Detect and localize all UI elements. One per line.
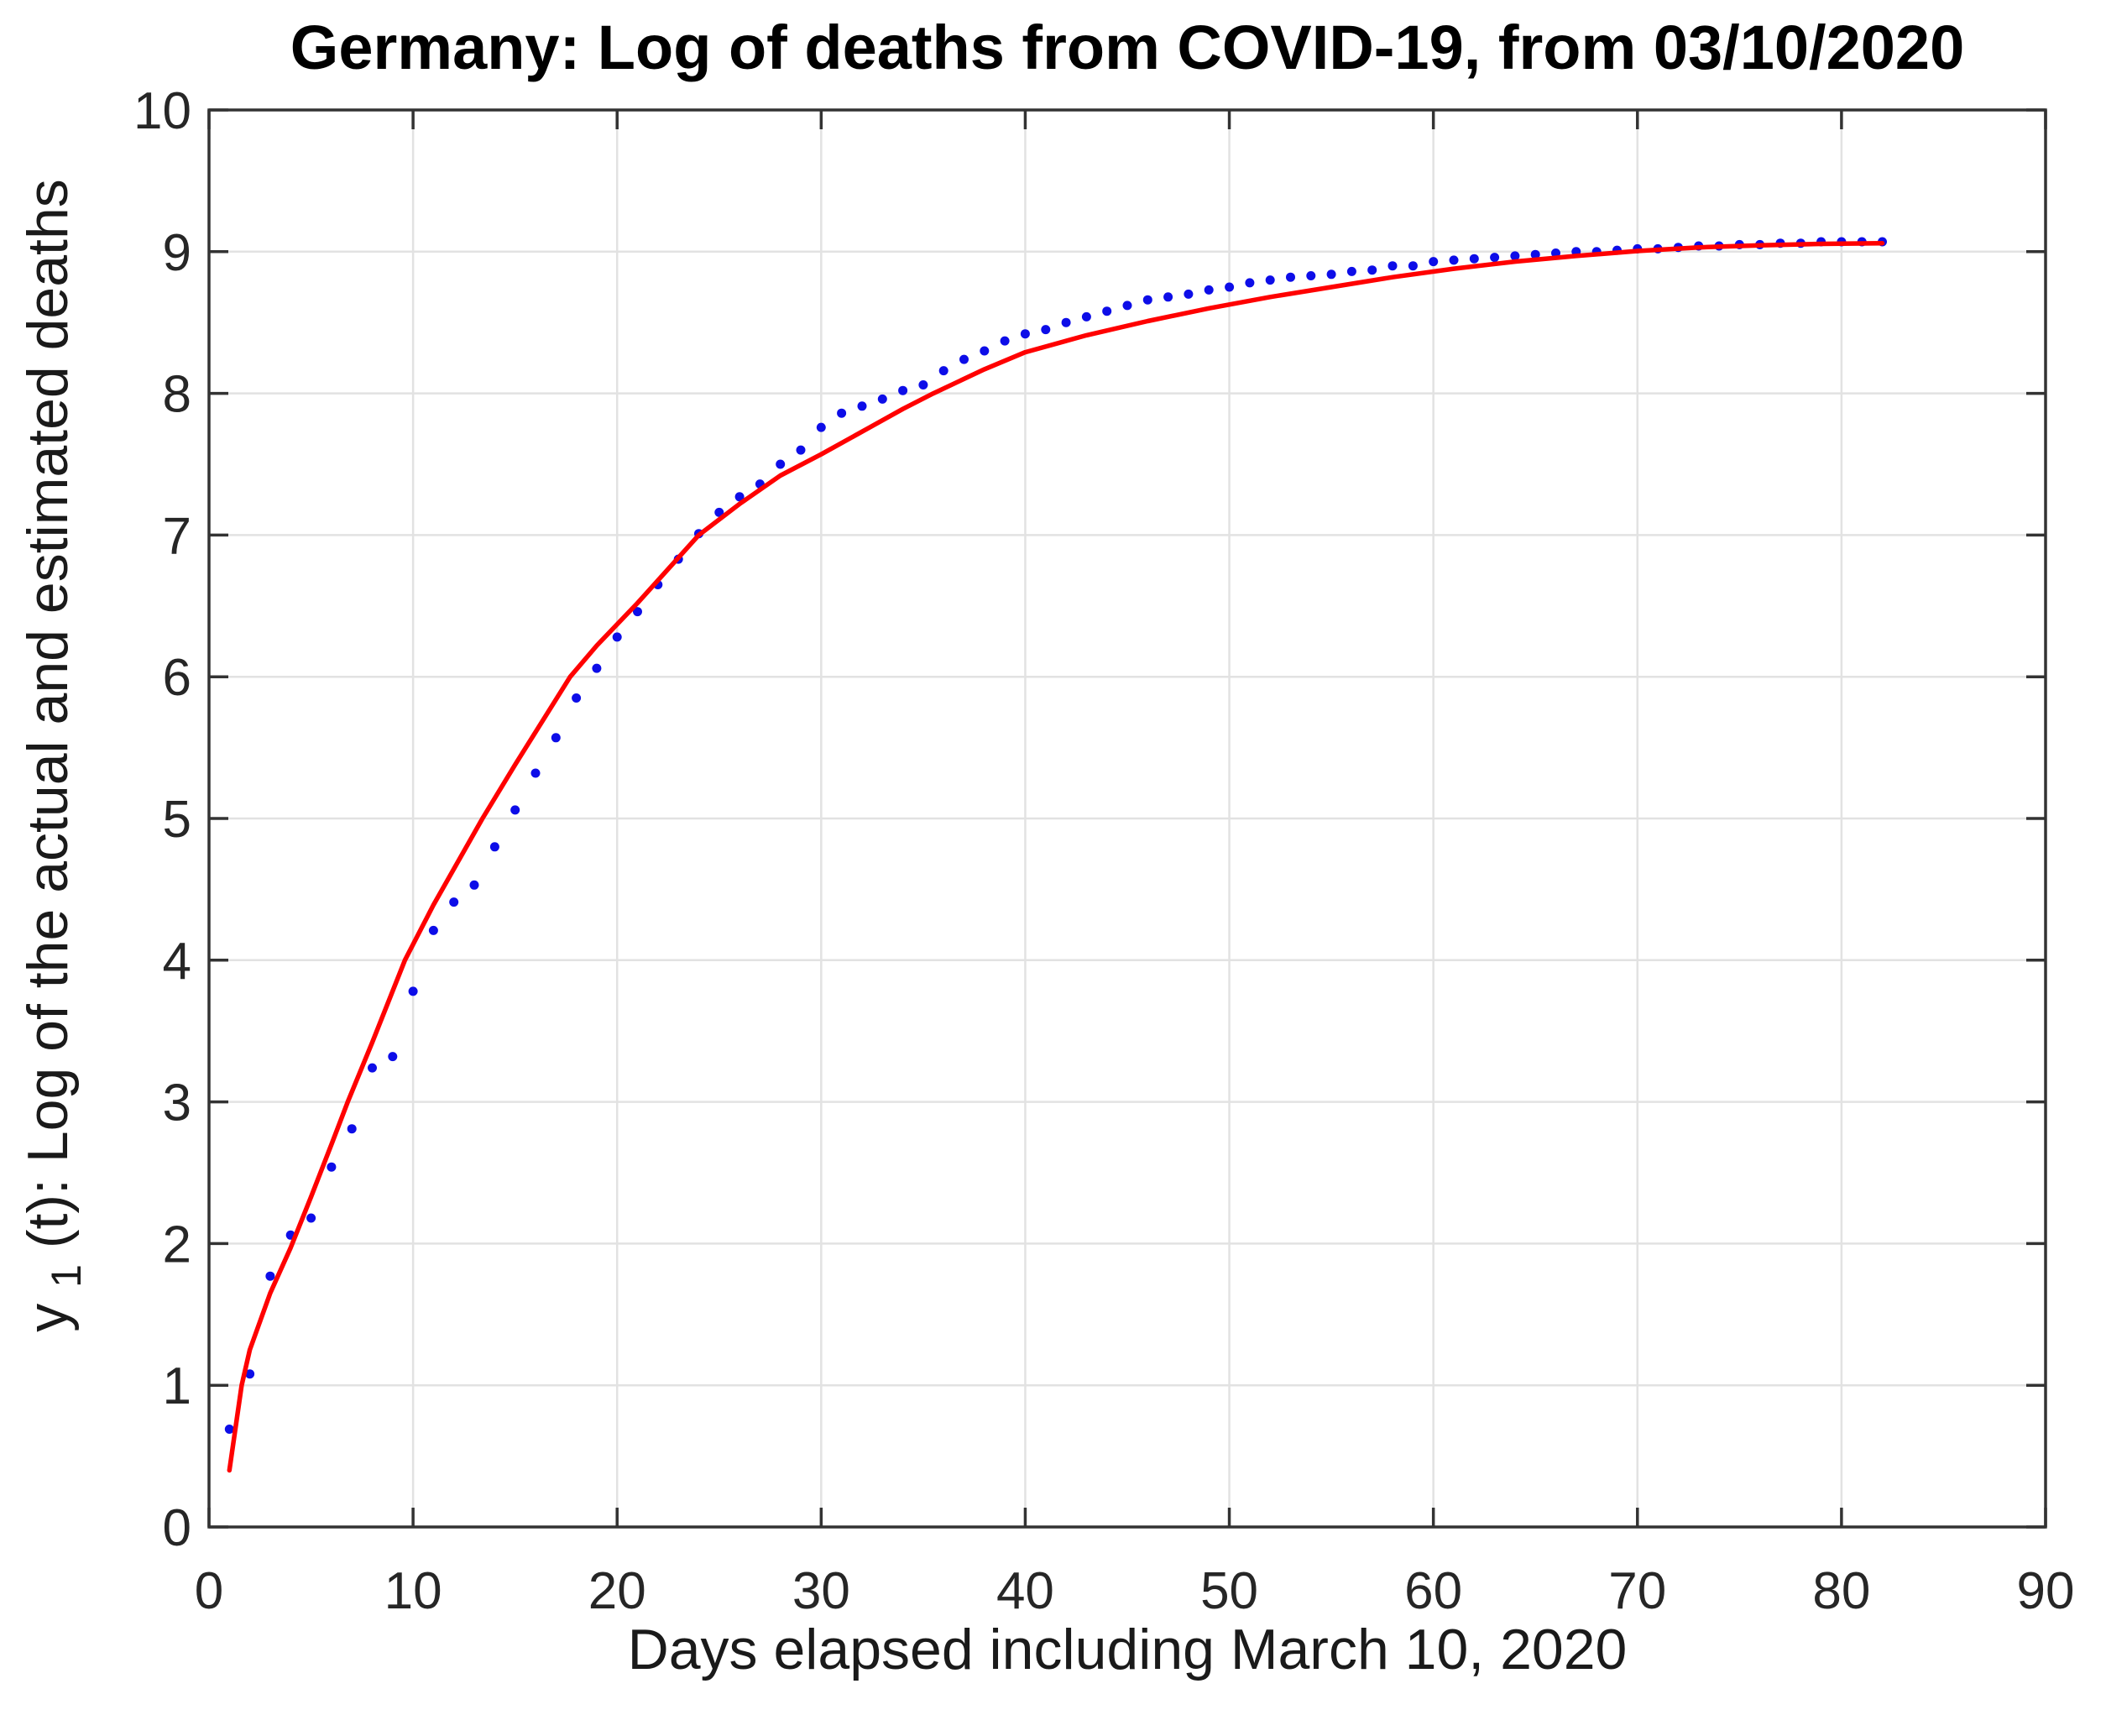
data-point — [1387, 261, 1398, 271]
data-point — [1204, 285, 1214, 295]
data-point — [1000, 336, 1010, 346]
x-tick-label-80: 80 — [1812, 1562, 1870, 1620]
data-point — [918, 380, 928, 390]
y-tick-label-5: 5 — [163, 791, 191, 849]
data-point — [572, 693, 582, 703]
data-point — [530, 768, 541, 778]
data-point — [714, 507, 724, 517]
data-point — [857, 401, 867, 411]
data-point — [265, 1271, 275, 1281]
data-point — [980, 346, 990, 356]
data-point — [633, 607, 642, 617]
x-tick-label-50: 50 — [1200, 1562, 1258, 1620]
y-tick-label-3: 3 — [163, 1075, 191, 1132]
data-point — [1265, 275, 1275, 285]
x-tick-label-10: 10 — [384, 1562, 442, 1620]
data-point — [1286, 272, 1295, 282]
data-point — [796, 445, 806, 455]
data-point — [837, 408, 847, 418]
y-tick-label-9: 9 — [163, 224, 191, 282]
y-tick-label-7: 7 — [163, 507, 191, 565]
data-point — [245, 1369, 255, 1379]
data-point — [1510, 251, 1520, 261]
y-tick-label-8: 8 — [163, 366, 191, 424]
data-point — [388, 1052, 398, 1062]
data-point — [1346, 266, 1356, 276]
data-point — [898, 385, 908, 395]
data-point — [959, 354, 969, 364]
y-tick-label-6: 6 — [163, 649, 191, 707]
data-point — [224, 1425, 234, 1434]
y-tick-label-10: 10 — [133, 82, 191, 140]
data-point — [612, 632, 622, 642]
data-point — [1367, 265, 1377, 275]
data-point — [1245, 278, 1255, 288]
y-tick-label-4: 4 — [163, 933, 191, 991]
data-point — [347, 1124, 357, 1134]
data-point — [1449, 255, 1459, 265]
data-point — [1081, 311, 1091, 322]
x-axis-label: Days elapsed including March 10, 2020 — [628, 1618, 1628, 1681]
data-point — [469, 880, 479, 890]
data-point — [1020, 329, 1030, 339]
y-label-symbol: y — [16, 1304, 80, 1332]
x-tick-label-30: 30 — [792, 1562, 850, 1620]
data-point — [734, 492, 745, 502]
data-point — [510, 805, 520, 815]
data-point — [1490, 253, 1500, 263]
data-point — [327, 1162, 337, 1172]
data-point — [1469, 254, 1479, 264]
data-point — [489, 842, 499, 852]
data-series — [224, 237, 1887, 1473]
data-point — [592, 663, 602, 673]
data-point — [551, 733, 561, 743]
y-tick-label-2: 2 — [163, 1216, 191, 1273]
data-point — [1061, 317, 1071, 327]
data-point — [776, 459, 786, 469]
data-point — [1225, 282, 1235, 292]
data-point — [1163, 292, 1173, 302]
data-point — [449, 897, 459, 907]
data-point — [1184, 289, 1194, 299]
chart-title: Germany: Log of deaths from COVID-19, fr… — [290, 13, 1964, 82]
y-label-text: (t): Log of the actual and estimated dea… — [16, 179, 80, 1248]
data-point — [816, 422, 826, 432]
tick-labels: 0 10 20 30 40 50 60 70 80 90 0 1 2 3 4 5 6 7 8 9 10 — [133, 82, 2074, 1620]
data-point — [1530, 249, 1540, 259]
data-point — [877, 394, 887, 404]
data-point — [1408, 261, 1418, 271]
y-axis-label: y 1 (t): Log of the actual and estimated… — [16, 179, 93, 1332]
x-tick-label-90: 90 — [2017, 1562, 2075, 1620]
data-point — [428, 925, 438, 935]
x-tick-label-70: 70 — [1608, 1562, 1666, 1620]
y-tick-label-1: 1 — [163, 1357, 191, 1415]
x-tick-label-0: 0 — [195, 1562, 223, 1620]
data-point — [306, 1213, 316, 1223]
y-tick-label-0: 0 — [163, 1499, 191, 1557]
data-point — [408, 986, 418, 996]
data-point — [938, 366, 948, 376]
data-point — [1142, 295, 1152, 305]
x-tick-label-20: 20 — [588, 1562, 646, 1620]
data-point — [1306, 271, 1316, 280]
data-point — [1429, 257, 1439, 267]
estimated-fit-curve — [227, 240, 1885, 1473]
data-point — [368, 1063, 377, 1073]
x-tick-label-60: 60 — [1404, 1562, 1462, 1620]
gridlines — [209, 110, 2046, 1527]
data-point — [1326, 269, 1336, 280]
data-point — [1041, 325, 1051, 335]
axis-ticks — [207, 108, 2047, 1529]
x-tick-label-40: 40 — [996, 1562, 1054, 1620]
data-point — [1122, 301, 1132, 311]
y-label-subscript: 1 — [43, 1264, 90, 1288]
data-point — [1102, 306, 1112, 316]
